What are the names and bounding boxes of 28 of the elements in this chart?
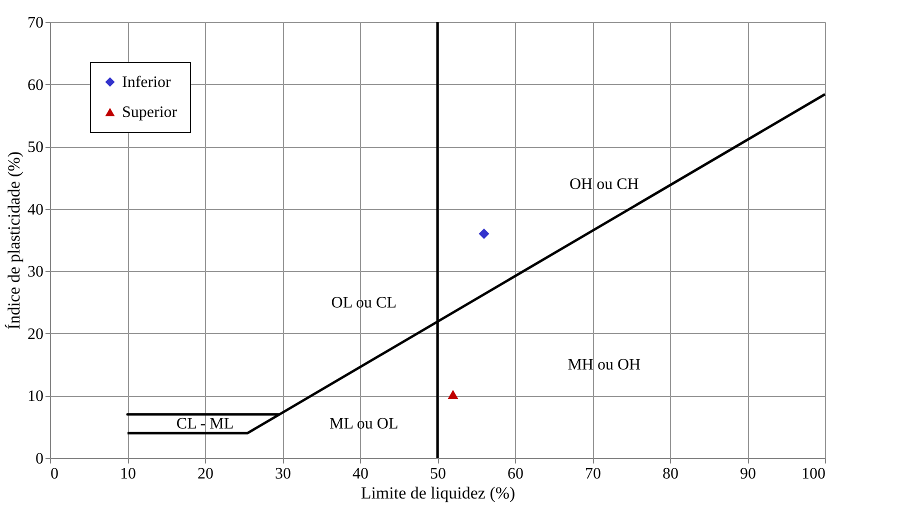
legend-label: Superior	[122, 104, 178, 121]
y-tick-label: 0	[36, 450, 44, 468]
x-tick-label: 30	[275, 466, 291, 482]
x-tick-label: 50	[430, 466, 446, 482]
y-tick-label: 20	[28, 326, 44, 343]
x-tick-label: 20	[198, 466, 214, 482]
y-tick-label: 60	[28, 76, 44, 94]
annotation: ML ou OL	[330, 416, 398, 433]
x-tick-label: 10	[120, 466, 136, 482]
x-tick-label: 40	[352, 466, 368, 482]
y-axis-title: Índice de plasticidade (%)	[4, 152, 24, 330]
x-tick-label: 90	[740, 466, 756, 482]
x-tick-label: 70	[585, 466, 601, 482]
x-tick-label: 60	[508, 466, 524, 482]
legend-label: Inferior	[122, 74, 172, 91]
y-tick-label: 30	[28, 264, 44, 281]
x-tick-label: 80	[662, 466, 678, 482]
x-tick-label: 0	[50, 466, 58, 482]
y-tick-label: 40	[28, 201, 44, 218]
annotation: OH ou CH	[569, 176, 640, 194]
x-axis-title: Limite de liquidez (%)	[360, 484, 516, 502]
annotation: CL - ML	[176, 416, 234, 433]
annotation: MH ou OH	[568, 356, 642, 374]
annotation: OL ou CL	[331, 294, 396, 312]
y-tick-label: 10	[28, 388, 44, 406]
y-tick-label: 50	[28, 139, 44, 156]
x-tick-label: 100	[802, 466, 826, 482]
y-tick-label: 70	[28, 14, 44, 32]
